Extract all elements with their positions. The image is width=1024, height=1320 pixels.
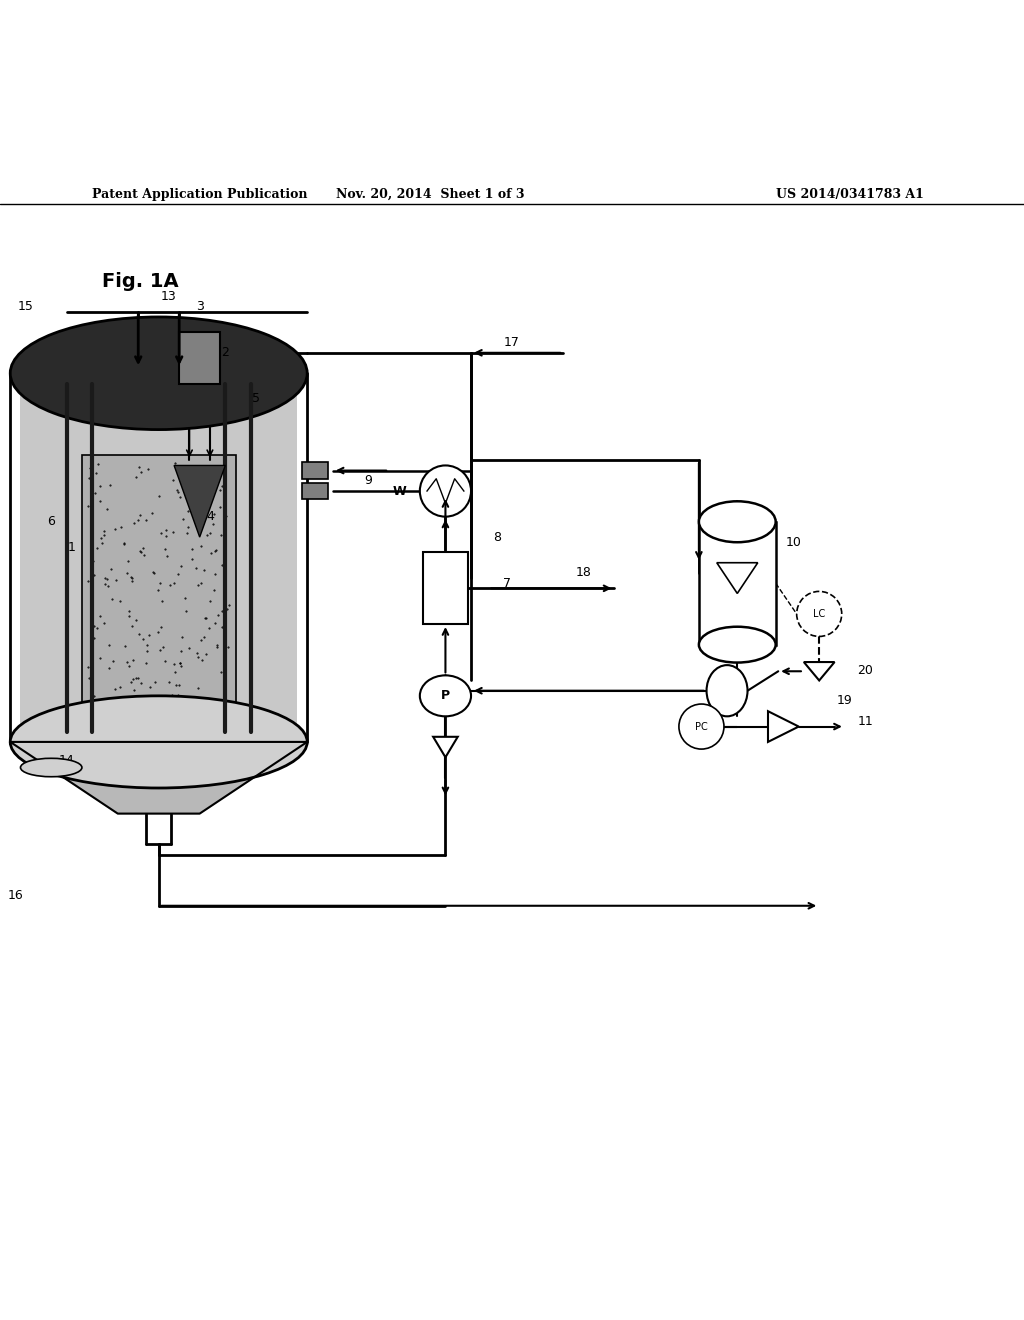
Text: 3: 3 bbox=[196, 300, 204, 313]
Polygon shape bbox=[10, 742, 307, 813]
Bar bbox=[20, 374, 297, 742]
Bar bbox=[179, 333, 220, 384]
Text: 1: 1 bbox=[68, 541, 76, 554]
Text: Nov. 20, 2014  Sheet 1 of 3: Nov. 20, 2014 Sheet 1 of 3 bbox=[336, 187, 524, 201]
Text: 11: 11 bbox=[857, 715, 873, 727]
Text: 20: 20 bbox=[857, 664, 873, 677]
Text: 15: 15 bbox=[17, 300, 34, 313]
Text: 8: 8 bbox=[493, 531, 501, 544]
Text: Patent Application Publication: Patent Application Publication bbox=[92, 187, 307, 201]
Text: Fig. 1A: Fig. 1A bbox=[102, 272, 179, 290]
Text: 18: 18 bbox=[575, 566, 592, 579]
Ellipse shape bbox=[10, 317, 307, 429]
Bar bbox=[302, 462, 328, 479]
Text: 17: 17 bbox=[504, 337, 520, 348]
Polygon shape bbox=[433, 737, 458, 758]
Text: LC: LC bbox=[813, 609, 825, 619]
Text: 16: 16 bbox=[58, 762, 75, 774]
Circle shape bbox=[797, 591, 842, 636]
Text: 13: 13 bbox=[161, 290, 177, 304]
Text: 14: 14 bbox=[58, 754, 75, 767]
Text: W: W bbox=[393, 484, 407, 498]
Polygon shape bbox=[768, 711, 799, 742]
Text: 4: 4 bbox=[206, 510, 214, 523]
Ellipse shape bbox=[10, 696, 307, 788]
Ellipse shape bbox=[20, 758, 82, 776]
Ellipse shape bbox=[698, 502, 776, 543]
Text: 19: 19 bbox=[837, 694, 853, 708]
Bar bbox=[302, 483, 328, 499]
Circle shape bbox=[679, 704, 724, 748]
Polygon shape bbox=[804, 663, 835, 681]
Bar bbox=[698, 521, 776, 644]
Polygon shape bbox=[174, 466, 225, 537]
FancyBboxPatch shape bbox=[82, 455, 236, 711]
Text: P: P bbox=[441, 689, 450, 702]
FancyBboxPatch shape bbox=[423, 553, 468, 624]
Text: 16: 16 bbox=[7, 890, 24, 902]
Ellipse shape bbox=[698, 627, 776, 663]
Ellipse shape bbox=[420, 676, 471, 717]
Text: 2: 2 bbox=[221, 346, 229, 359]
Text: 9: 9 bbox=[365, 474, 373, 487]
Circle shape bbox=[420, 466, 471, 516]
Text: 7: 7 bbox=[503, 577, 511, 590]
Text: PC: PC bbox=[695, 722, 708, 731]
Text: US 2014/0341783 A1: US 2014/0341783 A1 bbox=[776, 187, 924, 201]
Text: 6: 6 bbox=[47, 515, 55, 528]
Text: 10: 10 bbox=[785, 536, 802, 549]
Text: 5: 5 bbox=[252, 392, 260, 405]
Ellipse shape bbox=[707, 665, 748, 717]
